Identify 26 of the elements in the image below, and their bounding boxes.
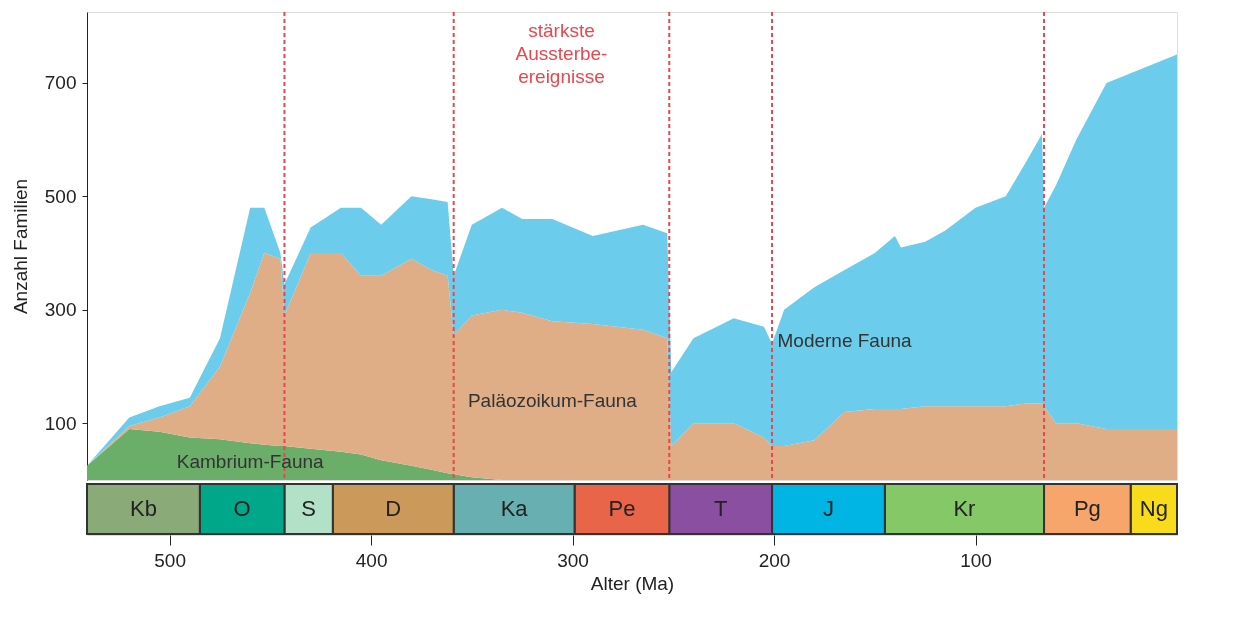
- series-label: Kambrium-Fauna: [176, 450, 325, 472]
- series-label: Kb: [129, 496, 157, 521]
- series-label: Ng: [1139, 496, 1168, 521]
- series-label: S: [301, 496, 316, 521]
- x-tick-label: 500: [154, 549, 186, 571]
- annotation: stärkste Aussterbe- ereignisse: [515, 20, 608, 87]
- series-label: Moderne Fauna: [777, 330, 913, 352]
- series-label: O: [233, 496, 251, 521]
- y-tick-label: 300: [44, 299, 77, 321]
- series-label: Paläozoikum-Fauna: [467, 389, 638, 411]
- y-axis-title: Anzahl Familien: [9, 178, 31, 315]
- series-label: Pg: [1073, 496, 1101, 521]
- y-tick-label: 100: [44, 412, 77, 434]
- series-label: Pe: [608, 496, 636, 521]
- series-label: Ka: [500, 496, 529, 521]
- x-tick-label: 400: [355, 549, 388, 571]
- series-label: T: [713, 496, 728, 521]
- y-tick-label: 700: [44, 72, 77, 94]
- y-tick-label: 500: [44, 185, 77, 207]
- x-tick-label: 300: [557, 549, 589, 571]
- x-axis-title: Alter (Ma): [590, 572, 675, 594]
- x-tick-label: 100: [960, 549, 992, 571]
- series-label: J: [822, 496, 834, 521]
- series-label: Kr: [953, 496, 976, 521]
- series-label: D: [385, 496, 402, 521]
- x-tick-label: 200: [758, 549, 791, 571]
